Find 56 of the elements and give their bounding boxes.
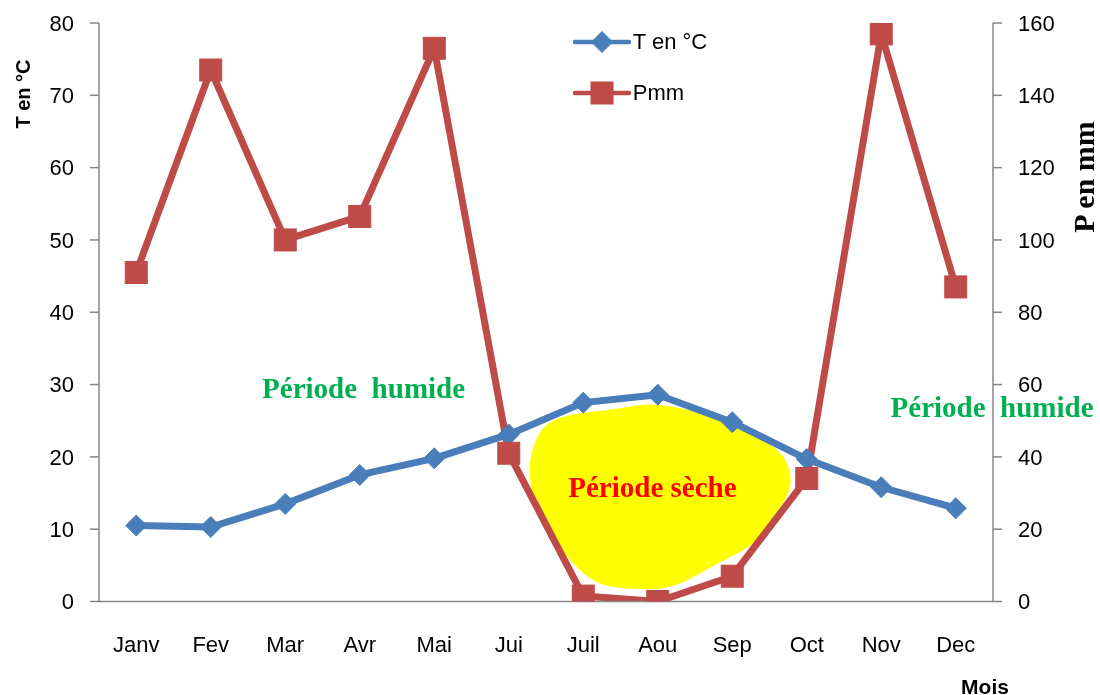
x-tick-label: Janv bbox=[113, 632, 160, 658]
point bbox=[348, 463, 371, 486]
point bbox=[869, 23, 893, 46]
point bbox=[273, 228, 297, 252]
point bbox=[944, 497, 967, 520]
x-tick-label: Mai bbox=[416, 632, 452, 658]
point bbox=[124, 260, 148, 284]
point bbox=[720, 564, 744, 588]
y-tick-label: 20 bbox=[49, 444, 74, 470]
point bbox=[199, 58, 223, 82]
x-tick-label: Avr bbox=[343, 632, 377, 658]
y2-tick-label: 80 bbox=[1018, 300, 1043, 326]
y-axis-title: T en °C bbox=[12, 59, 34, 129]
point bbox=[274, 492, 297, 515]
x-tick-label: Mar bbox=[266, 632, 305, 658]
y-tick-label: 40 bbox=[49, 300, 74, 326]
y-tick-label: 70 bbox=[49, 83, 74, 109]
x-tick-label: Fev bbox=[192, 632, 230, 658]
legend-label: T en °C bbox=[632, 29, 708, 54]
x-tick-label: Aou bbox=[638, 632, 678, 658]
y2-tick-label: 0 bbox=[1018, 589, 1031, 615]
point bbox=[646, 383, 669, 406]
point bbox=[422, 36, 446, 60]
y2-tick-label: 40 bbox=[1018, 444, 1043, 470]
point bbox=[721, 411, 744, 434]
point bbox=[795, 467, 819, 491]
y2-tick-label: 100 bbox=[1018, 227, 1055, 253]
x-tick-label: Juil bbox=[566, 632, 600, 658]
y-tick-label: 60 bbox=[49, 155, 74, 181]
x-tick-label: Sep bbox=[712, 632, 752, 658]
y-tick-label: 50 bbox=[49, 227, 74, 253]
x-tick-label: Nov bbox=[861, 632, 901, 658]
y-tick-label: 80 bbox=[49, 10, 74, 36]
point bbox=[348, 204, 372, 228]
y-tick-label: 10 bbox=[49, 517, 74, 542]
y2-tick-label: 140 bbox=[1018, 83, 1055, 109]
y2-tick-label: 160 bbox=[1018, 10, 1055, 36]
x-tick-label: Jui bbox=[494, 632, 523, 658]
y2-tick-label: 20 bbox=[1018, 517, 1043, 542]
y-tick-label: 30 bbox=[49, 372, 74, 398]
point bbox=[572, 391, 595, 414]
legend-label: Pmm bbox=[632, 80, 685, 105]
y-tick-label: 0 bbox=[61, 589, 74, 615]
y2-axis-title: P en mm bbox=[1066, 121, 1100, 233]
annotation: Période humide bbox=[262, 372, 466, 405]
point bbox=[870, 476, 893, 499]
annotation: Période sèche bbox=[568, 470, 737, 503]
point bbox=[497, 441, 521, 465]
point bbox=[125, 514, 148, 537]
x-axis-title: Mois bbox=[961, 674, 1009, 695]
y2-tick-label: 60 bbox=[1018, 372, 1043, 398]
x-tick-label: Dec bbox=[936, 632, 976, 658]
x-tick-label: Oct bbox=[789, 632, 824, 658]
y2-tick-label: 120 bbox=[1018, 155, 1055, 181]
point bbox=[423, 447, 446, 470]
point bbox=[944, 275, 968, 299]
